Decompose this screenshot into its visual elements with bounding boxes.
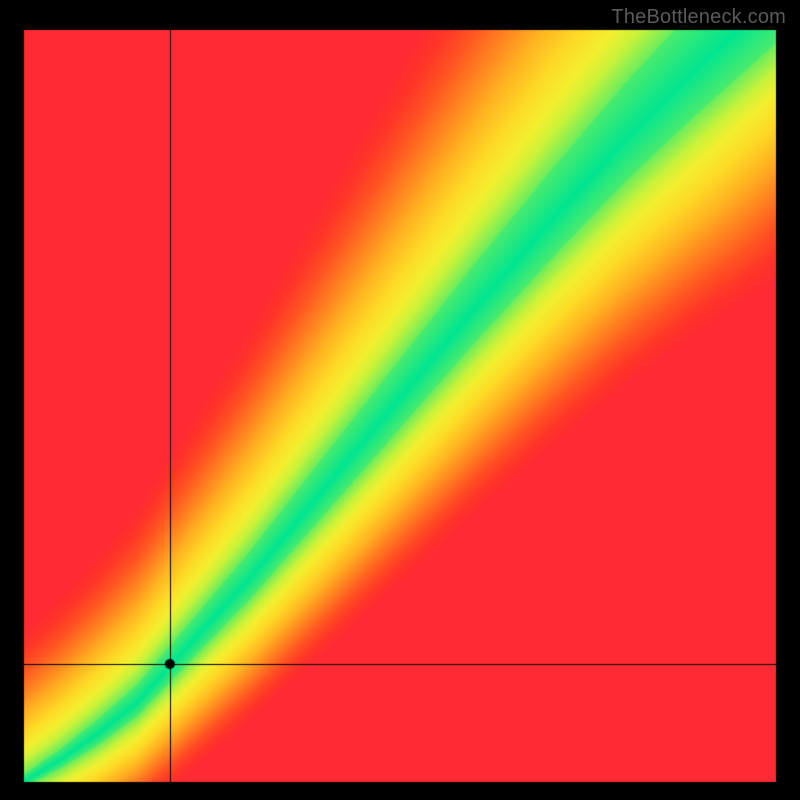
chart-container: TheBottleneck.com — [0, 0, 800, 800]
watermark-label: TheBottleneck.com — [611, 6, 786, 29]
heatmap-canvas — [0, 0, 800, 800]
